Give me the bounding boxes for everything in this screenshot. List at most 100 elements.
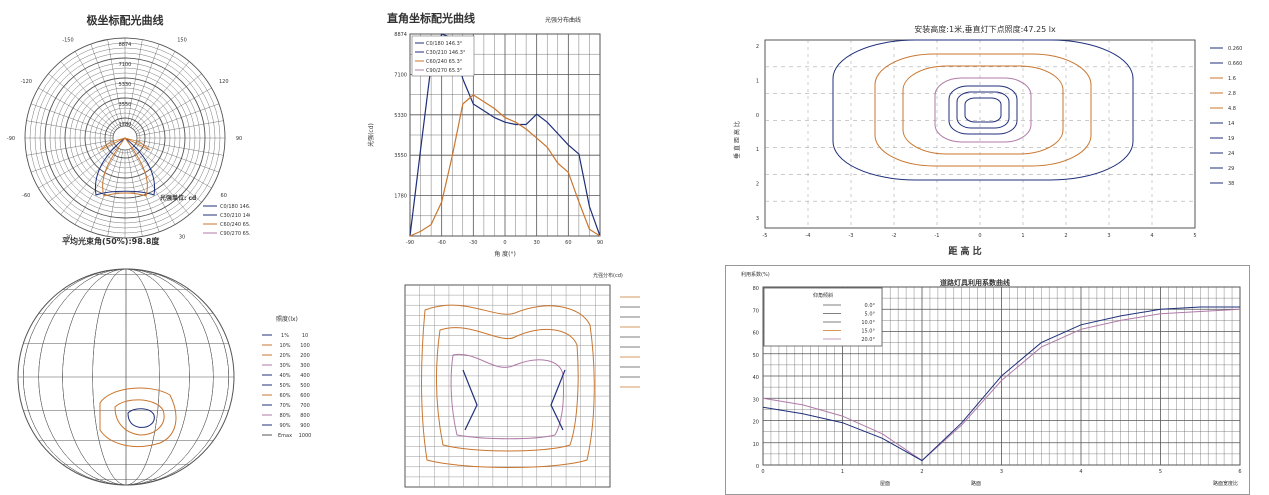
polar-title: 极坐标配光曲线: [87, 13, 164, 27]
sphere-legend-pct: 70%: [279, 403, 290, 409]
polar-angle-label: 60: [221, 193, 227, 199]
polar-spoke: [124, 137, 143, 237]
util-ytick: 0: [756, 464, 759, 470]
util-xlabel-mid: 路面: [971, 480, 981, 487]
contour-ytick: 2: [756, 44, 759, 50]
contour-ytick: 1: [756, 147, 759, 153]
sphere-curve-outer: [99, 387, 177, 448]
polar-spoke: [107, 137, 126, 237]
sphere-legend-lux: 100: [300, 343, 310, 349]
polar-spoke: [124, 43, 160, 139]
cart-xlabel: 角 度(°): [494, 250, 516, 258]
util-ytick: 60: [753, 331, 759, 337]
contour-xtick: 0: [978, 233, 981, 239]
sphere-legend-lux: 1000: [299, 433, 312, 439]
contour-legend-label: 38: [1228, 181, 1234, 187]
util-legend-label: 15.0°: [861, 329, 875, 335]
polar-spoke: [124, 137, 160, 233]
cart-title: 直角坐标配光曲线: [387, 11, 475, 25]
cart-ylabel: 光强(cd): [367, 123, 375, 147]
utilization-panel: 道路灯具利用系数曲线 利用系数(%) 80 70 60 50 40 30 20 10 0 0 1 2 3…: [725, 265, 1250, 495]
contour-legend-label: 2.8: [1228, 91, 1236, 97]
sphere-legend-lux: 300: [300, 363, 310, 369]
polar-spoke: [124, 39, 143, 139]
polar-spoke: [38, 137, 126, 189]
contour-legend-label: 0.260: [1228, 46, 1242, 52]
iso-curve-2: [436, 327, 579, 452]
contour-legend-label: 0.660: [1228, 61, 1242, 67]
util-legend-label: 10.0°: [861, 320, 875, 326]
sphere-curve-inner: [127, 408, 155, 428]
polar-tick-label: 1780: [119, 122, 132, 128]
polar-spoke: [30, 103, 126, 139]
sphere-chart: 照度(lx) 1% 10 10% 100 20% 200 30% 300 40% 400 50% 50…: [17, 268, 312, 486]
util-xtick: 3: [1000, 469, 1003, 475]
polar-spoke: [124, 137, 224, 156]
util-xtick: 1: [841, 469, 844, 475]
contour-ytick: 0: [756, 113, 759, 119]
contour-ylabel: 垂 直 距 高 比: [733, 121, 741, 159]
util-ytick: 40: [753, 375, 759, 381]
polar-spoke: [124, 137, 212, 189]
polar-spoke: [107, 39, 126, 139]
polar-spoke: [90, 137, 126, 233]
util-legend-label: 0.0°: [865, 303, 876, 309]
cart-ytick: 7100: [394, 72, 407, 78]
util-xtick: 2: [920, 469, 923, 475]
contour-xtick: 3: [1107, 233, 1110, 239]
util-xtick: 5: [1159, 469, 1162, 475]
polar-spoke: [90, 43, 126, 139]
polar-spoke: [124, 137, 176, 225]
sphere-legend-lux: 600: [300, 393, 310, 399]
polar-chart: 极坐标配光曲线 8874 7100 5330 3550 1780 -150 150 -120 1…: [7, 13, 250, 246]
sphere-panel: 照度(lx) 1% 10 10% 100 20% 200 30% 300 40% 400 50% 50…: [0, 265, 330, 495]
sphere-legend-lux: 200: [300, 353, 310, 359]
sphere-legend-lux: 500: [300, 383, 310, 389]
contour-ring-2: [874, 53, 1092, 167]
util-ylabel: 利用系数(%): [741, 271, 770, 278]
sphere-legend-pct: 1%: [281, 333, 289, 339]
polar-tick-label: 5330: [119, 82, 132, 88]
cart-ytick: 5330: [394, 113, 407, 119]
polar-angle-label: -30: [64, 235, 72, 241]
cart-legend-label: C0/180 146.3°: [426, 41, 463, 47]
polar-spoke: [124, 137, 190, 215]
cartesian-chart: 直角坐标配光曲线 光强分布曲线 光强(cd) 角 度(°) 8874 7100 53…: [367, 11, 603, 258]
polar-spoke: [48, 73, 126, 139]
contour-ring-6: [956, 91, 1010, 129]
util-series-line: [762, 308, 1241, 462]
polar-spoke: [38, 87, 126, 139]
cart-xtick: -90: [406, 240, 414, 246]
iso-legend-head: 光强分布(cd): [593, 272, 623, 279]
contour-xlabel: 距 高 比: [948, 245, 981, 257]
util-xtick: 6: [1238, 469, 1241, 475]
polar-legend-label: C0/180 146.3°: [220, 204, 250, 210]
util-xlabel-left: 屋面: [880, 481, 890, 487]
polar-spoke: [48, 137, 126, 203]
util-xtick: 4: [1079, 469, 1082, 475]
cart-series-line: [409, 94, 601, 237]
sphere-legend-pct: 90%: [279, 423, 290, 429]
cart-xtick: 0: [503, 240, 506, 246]
polar-angle-label: -90: [7, 136, 15, 142]
contour-xtick: -1: [935, 233, 940, 239]
contour-xtick: 2: [1064, 233, 1067, 239]
contour-legend-label: 14: [1228, 121, 1234, 127]
cart-ytick: 1780: [394, 194, 407, 200]
util-xlabel-right: 路面宽度比: [1213, 480, 1238, 487]
sphere-legend-pct: 30%: [279, 363, 290, 369]
polar-tick-label: 8874: [119, 42, 132, 48]
contour-legend-label: 29: [1228, 166, 1234, 172]
contour-xtick: -5: [763, 233, 768, 239]
contour-ring-3: [902, 65, 1064, 155]
polar-curve-c60: [102, 137, 148, 197]
polar-spoke: [124, 51, 176, 139]
polar-curve-side: [99, 137, 151, 151]
cart-xtick: 30: [533, 240, 539, 246]
iso-curve-outer: [420, 304, 595, 468]
sphere-legend-lux: 800: [300, 413, 310, 419]
util-ytick: 10: [753, 442, 759, 448]
polar-legend-label: C90/270 65.3°: [220, 231, 250, 237]
cart-ytick: 3550: [394, 153, 407, 159]
iso-panel: 光强分布(cd): [365, 265, 665, 495]
